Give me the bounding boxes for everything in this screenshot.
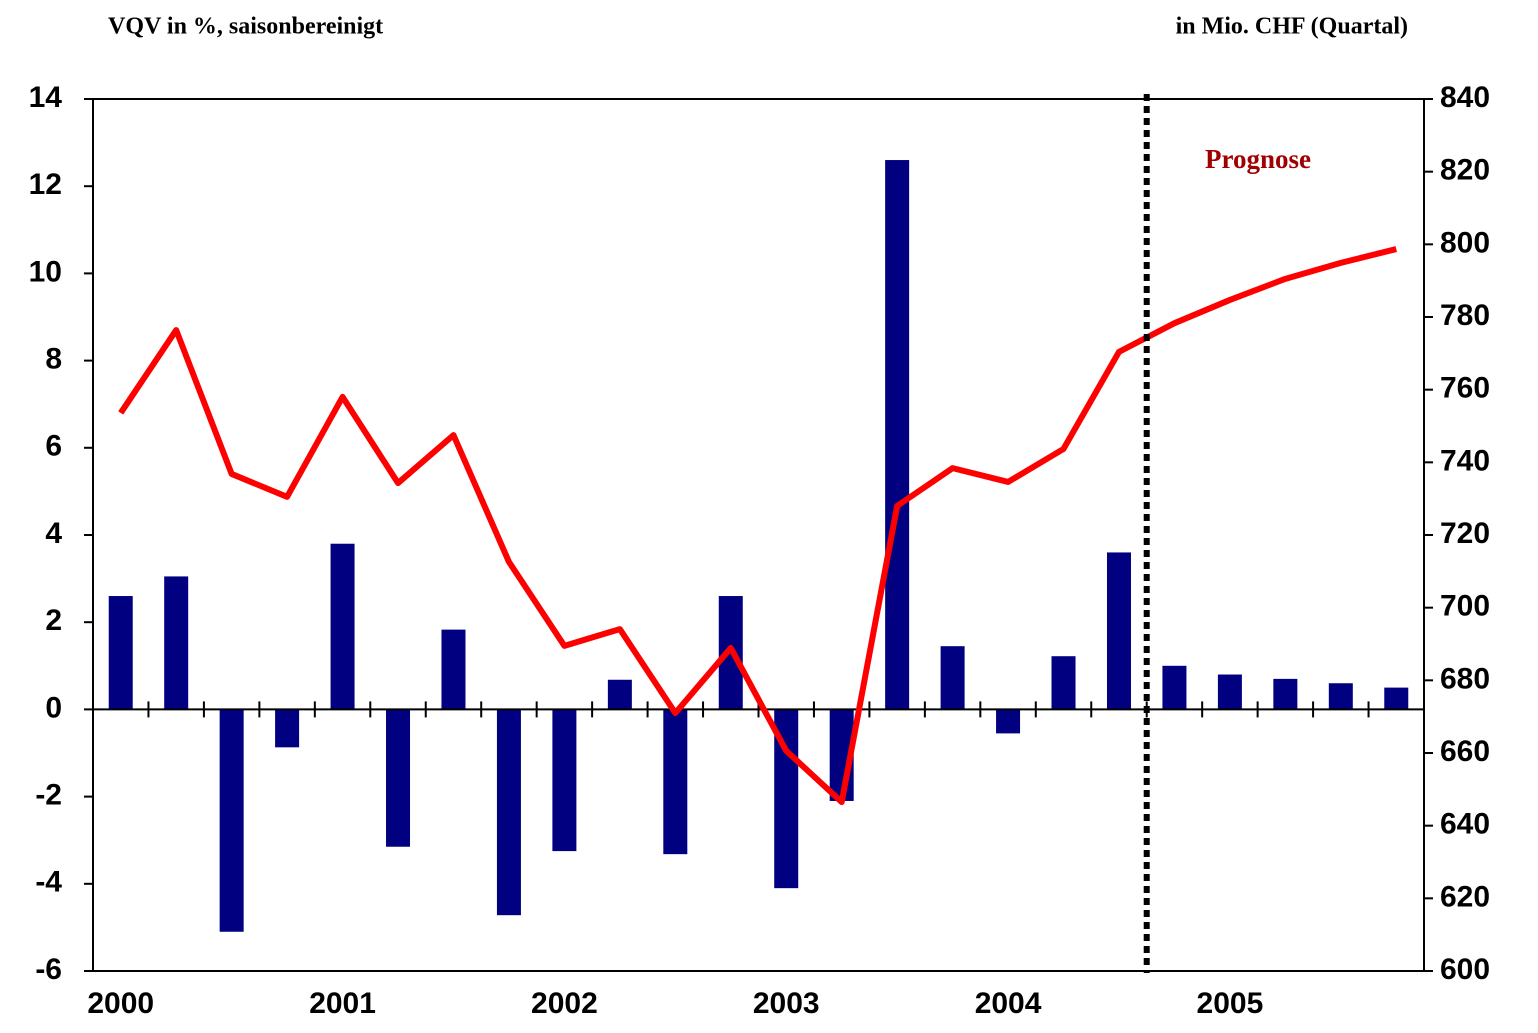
- y2-tick-label: 620: [1440, 880, 1490, 913]
- x-tick-label: 2002: [531, 987, 598, 1020]
- x-tick-label: 2003: [753, 987, 820, 1020]
- y2-tick-label: 760: [1440, 372, 1490, 405]
- bar: [275, 709, 300, 748]
- y2-tick-label: 680: [1440, 662, 1490, 695]
- line: [118, 246, 1397, 806]
- x-tick-label: 2004: [975, 987, 1042, 1020]
- y-tick-label: 10: [29, 255, 62, 288]
- y2-tick-label: 700: [1440, 590, 1490, 623]
- y-axis-label: VQV in %, saisonbereinigt: [108, 14, 383, 40]
- bar: [108, 596, 133, 710]
- x-tick-label: 2001: [309, 987, 376, 1020]
- y-tick-label: 14: [29, 81, 63, 114]
- bar: [607, 679, 632, 710]
- bar: [940, 646, 965, 710]
- bar: [1162, 665, 1187, 710]
- y-tick-label: -6: [35, 953, 62, 986]
- y2-axis-label: in Mio. CHF (Quartal): [1176, 14, 1408, 40]
- bar: [1328, 683, 1353, 710]
- y-tick-label: -4: [35, 866, 62, 899]
- x-tick-label: 2000: [87, 987, 154, 1020]
- bar: [1106, 552, 1131, 710]
- y2-tick-label: 600: [1440, 953, 1490, 986]
- y2-tick-label: 800: [1440, 226, 1490, 259]
- bar: [386, 709, 411, 847]
- y-tick-label: 6: [45, 430, 62, 463]
- bar: [1273, 678, 1298, 710]
- bar: [996, 709, 1021, 734]
- y2-tick-label: 740: [1440, 444, 1490, 477]
- bar: [1384, 687, 1409, 710]
- y2-tick-label: 640: [1440, 808, 1490, 841]
- bar: [164, 576, 189, 710]
- bar: [1217, 674, 1242, 710]
- y2-tick-label: 720: [1440, 517, 1490, 550]
- bar: [441, 629, 466, 710]
- x-tick-label: 2005: [1197, 987, 1264, 1020]
- bar: [219, 709, 244, 932]
- y-tick-label: 2: [45, 604, 62, 637]
- y-tick-label: -2: [35, 779, 62, 812]
- y2-tick-label: 840: [1440, 81, 1490, 114]
- bar: [552, 709, 577, 852]
- y2-tick-label: 660: [1440, 735, 1490, 768]
- y2-tick-label: 780: [1440, 299, 1490, 332]
- bar: [330, 543, 355, 710]
- bar: [1051, 656, 1076, 710]
- bar: [663, 709, 688, 855]
- bar: [885, 160, 910, 710]
- y-tick-label: 8: [45, 343, 62, 376]
- y-tick-label: 4: [45, 517, 62, 550]
- y-tick-label: 12: [29, 168, 62, 201]
- plot-frame: [92, 98, 1425, 972]
- y2-tick-label: 820: [1440, 154, 1490, 187]
- annotation: Prognose: [1205, 144, 1311, 174]
- y-tick-label: 0: [45, 691, 62, 724]
- bar: [496, 709, 521, 916]
